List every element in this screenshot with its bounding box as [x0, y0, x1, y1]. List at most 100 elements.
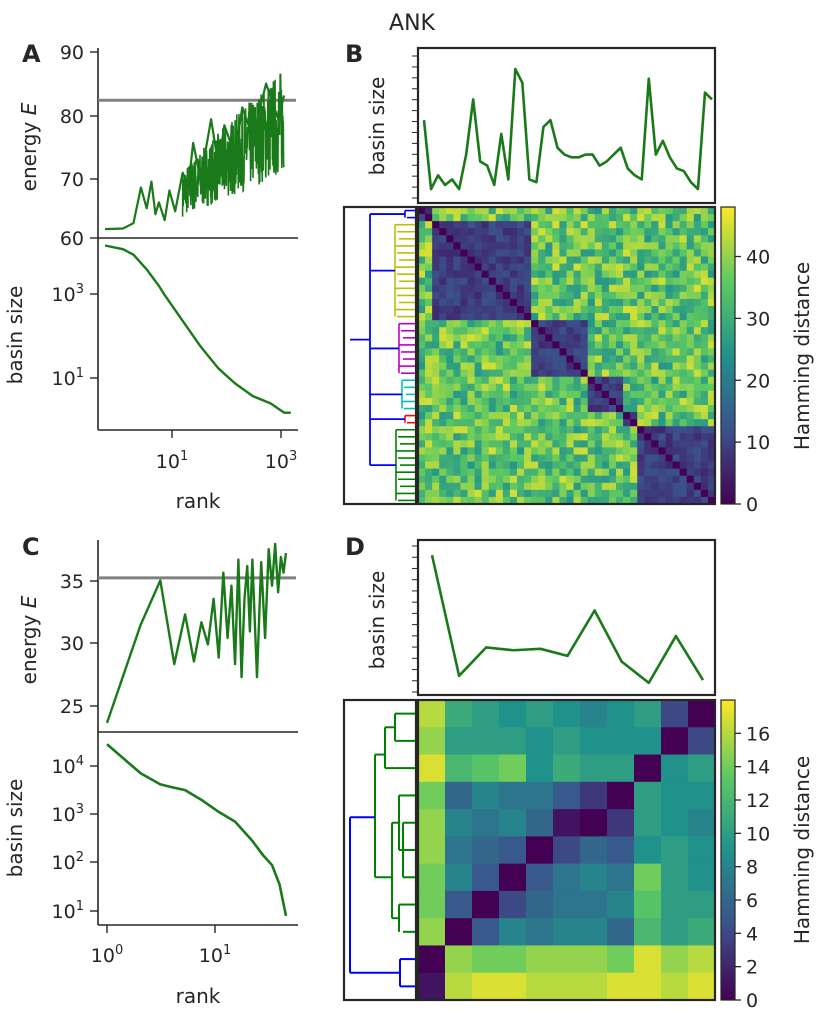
b-cell — [700, 291, 709, 300]
b-cell — [658, 291, 666, 300]
b-cell — [686, 447, 695, 455]
b-cell — [425, 468, 433, 477]
b-cell — [630, 397, 638, 406]
b-cell — [637, 263, 645, 272]
d-cell — [445, 727, 473, 755]
b-cell — [686, 419, 695, 427]
b-cell — [432, 256, 440, 264]
b-cell — [418, 277, 426, 286]
b-cell — [481, 355, 490, 363]
b-cell — [700, 298, 709, 307]
b-cell — [658, 207, 666, 215]
b-cell — [446, 235, 454, 243]
b-cell — [524, 440, 532, 448]
b-cell — [601, 249, 610, 257]
b-cell — [432, 468, 440, 477]
b-cell — [481, 249, 490, 257]
b-cell — [531, 447, 539, 455]
b-cell — [538, 313, 546, 321]
b-cell — [644, 235, 652, 243]
b-cell — [467, 468, 475, 477]
b-cell — [545, 263, 553, 272]
b-cell — [707, 277, 716, 286]
b-cell — [467, 454, 475, 462]
b-cell — [658, 348, 666, 356]
b-cell — [623, 397, 631, 406]
b-cell — [552, 348, 560, 356]
b-cell — [594, 348, 603, 356]
b-cell — [531, 397, 539, 406]
b-cell — [460, 242, 468, 250]
b-cell — [552, 419, 560, 427]
b-cell — [616, 362, 624, 371]
b-cell — [425, 313, 433, 321]
b-cell — [467, 489, 475, 498]
b-cell — [425, 277, 433, 286]
b-cell — [566, 341, 574, 349]
b-cell — [623, 348, 631, 356]
b-cell — [488, 461, 497, 470]
b-cell — [509, 207, 518, 215]
b-cell — [693, 249, 702, 257]
b-cell — [439, 362, 447, 371]
b-cell — [425, 440, 433, 448]
b-cell — [538, 355, 546, 363]
c-ytick-25: 25 — [60, 696, 84, 718]
b-cell — [531, 383, 539, 392]
b-cell — [658, 334, 666, 342]
d-cell — [634, 754, 662, 783]
b-cell — [460, 440, 468, 448]
b-cell — [637, 383, 645, 392]
b-cell — [439, 334, 447, 342]
b-cell — [481, 426, 490, 434]
b-cell — [446, 291, 454, 300]
b-cell — [495, 334, 504, 342]
b-cell — [623, 440, 631, 448]
b-cell — [707, 327, 716, 335]
b-cell — [672, 298, 681, 307]
b-cell — [488, 482, 497, 491]
b-cell — [425, 397, 433, 406]
b-cell — [686, 362, 695, 371]
b-cell — [425, 419, 433, 427]
b-cell — [559, 496, 567, 505]
b-cell — [460, 419, 468, 427]
b-cell — [644, 376, 652, 385]
b-cell — [587, 313, 596, 321]
b-cell — [573, 291, 582, 300]
b-cell — [594, 426, 603, 434]
b-cell — [545, 327, 553, 335]
b-cell — [601, 242, 610, 250]
b-cell — [707, 397, 716, 406]
b-cell — [453, 298, 461, 307]
d-cell — [526, 754, 554, 783]
b-cell — [644, 214, 652, 222]
b-cell — [432, 440, 440, 448]
b-cell — [608, 355, 617, 363]
b-cell — [651, 263, 659, 272]
b-cell — [439, 221, 447, 229]
b-cell — [679, 426, 688, 434]
b-cell — [552, 256, 560, 264]
b-cell — [601, 405, 610, 413]
b-cell — [686, 263, 695, 272]
b-cell — [552, 334, 560, 342]
b-cell — [693, 433, 702, 441]
b-cell — [545, 242, 553, 250]
b-cell — [481, 270, 490, 279]
b-cell — [651, 284, 659, 293]
b-cell — [637, 390, 645, 399]
b-cell — [432, 454, 440, 462]
b-cell — [439, 447, 447, 455]
d-cbar-tick-12: 12 — [746, 790, 770, 812]
d-cell — [634, 972, 662, 1001]
d-cell — [472, 972, 500, 1001]
b-cell — [474, 383, 483, 392]
b-cell — [665, 355, 673, 363]
b-cell — [601, 454, 610, 462]
b-cell — [566, 412, 574, 420]
b-cell — [495, 440, 504, 448]
d-colorbar — [721, 700, 735, 1000]
b-cell — [460, 362, 468, 371]
